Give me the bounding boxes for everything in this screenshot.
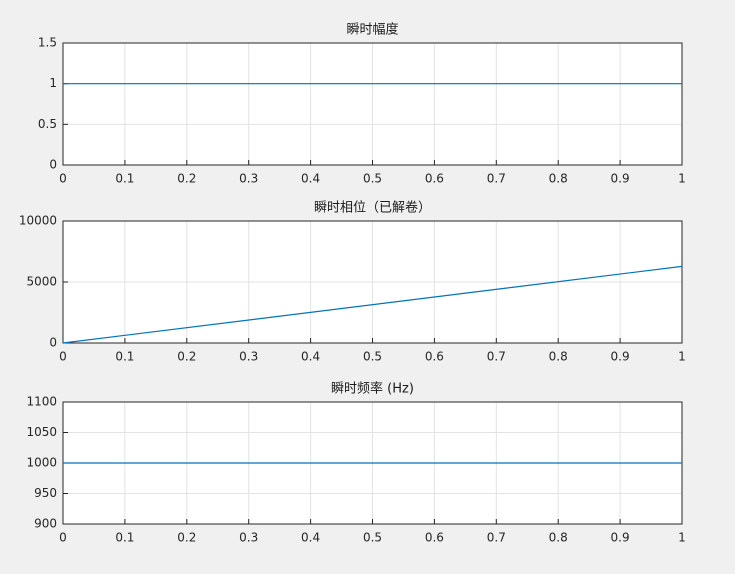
x-tick-label: 0 xyxy=(59,350,67,364)
x-tick-label: 0.4 xyxy=(301,350,320,364)
y-tick-label: 1000 xyxy=(26,456,57,470)
x-tick-label: 0.8 xyxy=(549,172,568,186)
x-tick-label: 0 xyxy=(59,531,67,545)
x-tick-label: 0.2 xyxy=(177,172,196,186)
x-tick-label: 0.9 xyxy=(611,531,630,545)
chart-title: 瞬时幅度 xyxy=(346,22,398,38)
x-tick-label: 0.1 xyxy=(115,531,134,545)
y-tick-label: 5000 xyxy=(26,275,57,289)
x-tick-label: 0.5 xyxy=(363,172,382,186)
x-tick-label: 0.2 xyxy=(177,350,196,364)
y-tick-label: 1100 xyxy=(26,395,57,409)
x-tick-label: 0.3 xyxy=(239,350,258,364)
data-line xyxy=(62,265,683,344)
x-tick-label: 1 xyxy=(678,350,686,364)
x-tick-label: 0.2 xyxy=(177,531,196,545)
x-tick-label: 0.9 xyxy=(611,172,630,186)
x-tick-label: 0.6 xyxy=(425,531,444,545)
x-tick-label: 0.6 xyxy=(425,172,444,186)
x-tick-label: 0.5 xyxy=(363,350,382,364)
x-tick-label: 0.4 xyxy=(301,531,320,545)
x-tick-label: 0 xyxy=(59,172,67,186)
x-tick-label: 0.9 xyxy=(611,350,630,364)
x-tick-label: 0.3 xyxy=(239,531,258,545)
chart-title: 瞬时相位（已解卷） xyxy=(314,200,431,216)
y-tick-label: 0.5 xyxy=(38,117,57,131)
x-tick-label: 0.1 xyxy=(115,172,134,186)
x-tick-label: 0.7 xyxy=(487,172,506,186)
x-tick-label: 0.4 xyxy=(301,172,320,186)
axes-box xyxy=(62,220,683,344)
x-tick-label: 0.8 xyxy=(549,350,568,364)
chart-title: 瞬时频率 (Hz) xyxy=(331,381,414,397)
y-tick-label: 900 xyxy=(34,517,57,531)
axes-box xyxy=(62,42,683,166)
x-tick-label: 0.6 xyxy=(425,350,444,364)
x-tick-label: 0.3 xyxy=(239,172,258,186)
x-tick-label: 1 xyxy=(678,172,686,186)
y-tick-label: 0 xyxy=(49,158,57,172)
x-tick-label: 0.5 xyxy=(363,531,382,545)
y-tick-label: 0 xyxy=(49,336,57,350)
y-tick-label: 1050 xyxy=(26,425,57,439)
y-tick-label: 10000 xyxy=(19,214,57,228)
y-tick-label: 950 xyxy=(34,486,57,500)
x-tick-label: 0.1 xyxy=(115,350,134,364)
y-tick-label: 1 xyxy=(49,76,57,90)
x-tick-label: 0.8 xyxy=(549,531,568,545)
y-tick-label: 1.5 xyxy=(38,36,57,50)
x-tick-label: 0.7 xyxy=(487,531,506,545)
x-tick-label: 0.7 xyxy=(487,350,506,364)
x-tick-label: 1 xyxy=(678,531,686,545)
